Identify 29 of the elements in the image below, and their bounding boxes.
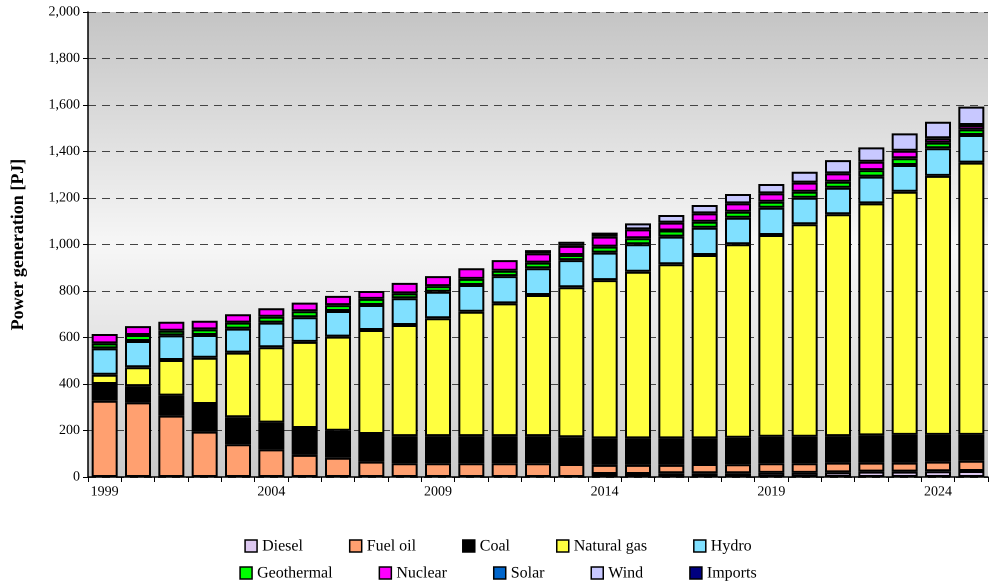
x-tick-label: 2014 [590, 484, 619, 500]
x-tick-label: 2024 [924, 484, 952, 500]
x-tick-label: 2009 [424, 484, 452, 500]
legend-label: Nuclear [396, 564, 448, 582]
bar [925, 122, 951, 138]
x-tick-label: 2019 [757, 484, 786, 500]
legend-label: Natural gas [574, 538, 648, 554]
legend-label: Imports [706, 564, 757, 582]
y-tick-label: 600 [59, 330, 80, 345]
legend-label: Wind [608, 564, 644, 582]
y-tick-label: 200 [59, 423, 80, 438]
y-tick-label: 1,000 [48, 237, 80, 252]
y-tick-label: 1,200 [48, 190, 80, 206]
y-tick-label: 2,000 [48, 4, 80, 20]
y-tick-label: 800 [59, 284, 80, 298]
legend-label: Hydro [710, 538, 752, 554]
y-tick-label: 1,800 [48, 51, 80, 66]
legend-label: Diesel [262, 538, 304, 554]
y-tick-label: 0 [73, 470, 80, 484]
y-tick-label: 400 [59, 376, 80, 392]
y-tick-label: 1,600 [48, 98, 80, 112]
legend-label: Solar [510, 564, 546, 582]
legend-label: Geothermal [257, 564, 334, 582]
legend-label: Fuel oil [366, 538, 417, 554]
legend-label: Coal [480, 538, 511, 554]
y-axis-title: Power generation [PJ] [7, 158, 27, 330]
x-tick-label: 1999 [90, 484, 119, 500]
y-tick-label: 1,400 [48, 144, 80, 159]
x-tick-label: 2004 [257, 484, 286, 500]
